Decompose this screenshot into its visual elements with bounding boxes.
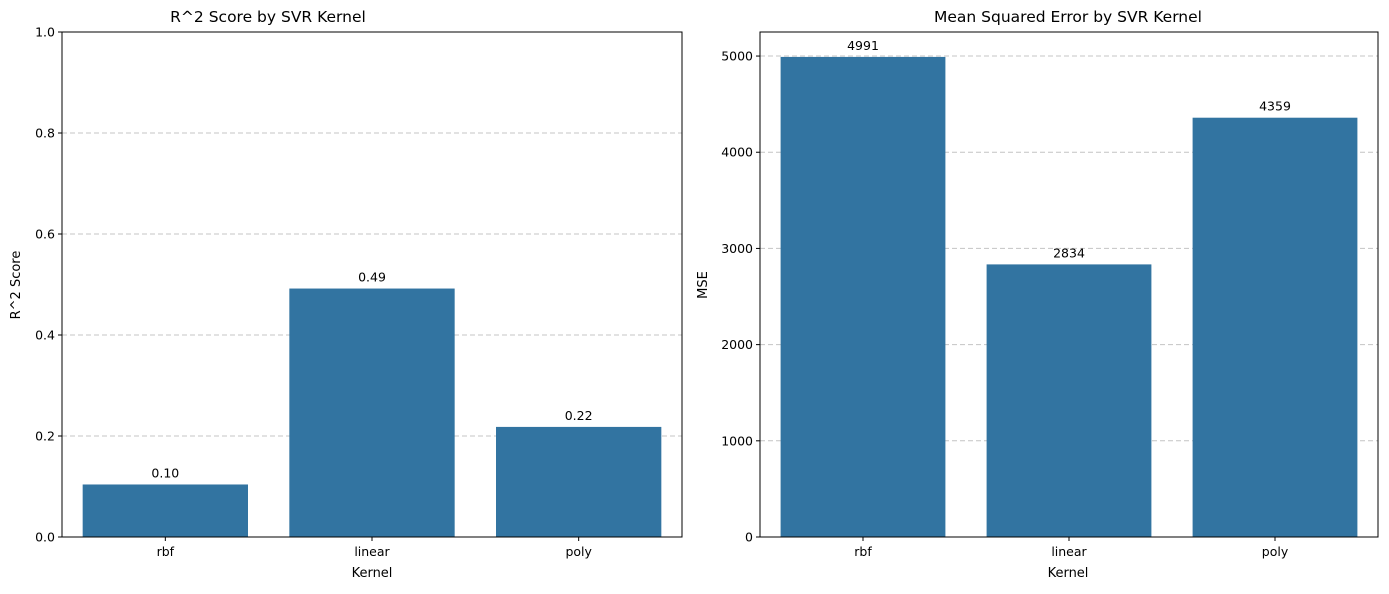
bar-layer	[780, 56, 1358, 538]
x-tick-label: linear	[1051, 544, 1087, 559]
y-tick-label: 3000	[721, 241, 753, 256]
plot-frame	[61, 31, 683, 538]
x-tick-layer: rbf linear poly	[157, 537, 592, 559]
bar-linear	[986, 264, 1152, 537]
label-layer: 4991 2834 4359	[847, 38, 1291, 260]
x-axis-label: Kernel	[1048, 566, 1089, 581]
chart-title: Mean Squared Error by SVR Kernel	[934, 8, 1202, 26]
y-tick-label: 1000	[721, 433, 753, 448]
y-tick-label: 0.8	[35, 126, 55, 141]
y-tick-label: 2000	[721, 337, 753, 352]
plot-frame	[759, 31, 1379, 538]
y-tick-label: 4000	[721, 145, 753, 160]
y-tick-label: 5000	[721, 49, 753, 64]
value-label: 2834	[1053, 245, 1085, 260]
x-tick-label: rbf	[854, 544, 872, 559]
y-tick-label: 0.4	[35, 328, 55, 343]
bar-poly	[496, 426, 662, 537]
bar-rbf	[780, 56, 946, 538]
y-tick-layer: 0 1000 2000 3000 4000 5000	[721, 49, 760, 545]
value-label: 0.22	[565, 408, 593, 423]
y-axis-label: R^2 Score	[9, 251, 24, 320]
x-tick-label: linear	[354, 544, 390, 559]
value-label: 4359	[1259, 99, 1291, 114]
bar-rbf	[82, 484, 249, 537]
x-tick-label: poly	[565, 544, 592, 559]
y-tick-label: 0	[745, 530, 753, 545]
y-tick-layer: 0.0 0.2 0.4 0.6 0.8 1.0	[35, 25, 62, 545]
x-tick-layer: rbf linear poly	[854, 537, 1289, 559]
mse-chart: Mean Squared Error by SVR Kernel Kernel …	[696, 8, 1379, 581]
y-axis-label: MSE	[696, 271, 711, 299]
bar-layer	[82, 288, 662, 537]
y-tick-label: 0.6	[35, 227, 55, 242]
y-tick-label: 1.0	[35, 25, 55, 40]
value-label: 4991	[847, 38, 879, 53]
r2-score-chart: R^2 Score by SVR Kernel Kernel R^2 Score…	[9, 8, 683, 581]
bar-poly	[1192, 117, 1358, 537]
bar-linear	[289, 288, 455, 537]
x-tick-label: rbf	[157, 544, 175, 559]
value-label: 0.10	[151, 465, 179, 480]
x-tick-label: poly	[1262, 544, 1289, 559]
y-tick-label: 0.0	[35, 530, 55, 545]
x-axis-label: Kernel	[352, 566, 393, 581]
chart-title: R^2 Score by SVR Kernel	[170, 8, 366, 26]
y-tick-label: 0.2	[35, 429, 55, 444]
value-label: 0.49	[358, 270, 386, 285]
label-layer: 0.10 0.49 0.22	[151, 270, 592, 481]
